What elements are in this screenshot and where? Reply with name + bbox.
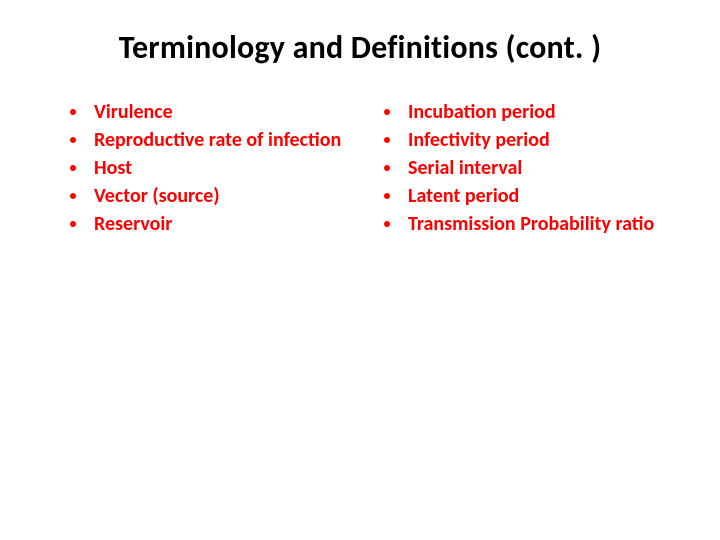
list-item-label: Reproductive rate of infection [94,127,352,153]
left-column: Virulence Reproductive rate of infection… [54,99,352,239]
bullet-icon [70,165,76,171]
list-item: Virulence [70,99,352,125]
bullet-icon [384,165,390,171]
list-item-label: Virulence [94,99,352,125]
list-item: Reproductive rate of infection [70,127,352,153]
list-item: Vector (source) [70,183,352,209]
slide-title: Terminology and Definitions (cont. ) [54,28,666,67]
list-item-label: Serial interval [408,155,666,181]
list-item-label: Latent period [408,183,666,209]
list-item-label: Vector (source) [94,183,352,209]
left-list: Virulence Reproductive rate of infection… [70,99,352,237]
list-item-label: Incubation period [408,99,666,125]
bullet-icon [384,137,390,143]
bullet-icon [70,221,76,227]
list-item: Reservoir [70,211,352,237]
bullet-icon [384,193,390,199]
bullet-icon [384,109,390,115]
bullet-icon [384,221,390,227]
bullet-icon [70,109,76,115]
list-item: Incubation period [384,99,666,125]
list-item-label: Reservoir [94,211,352,237]
list-item: Latent period [384,183,666,209]
list-item: Serial interval [384,155,666,181]
right-column: Incubation period Infectivity period Ser… [362,99,666,239]
bullet-icon [70,137,76,143]
list-item-label: Host [94,155,352,181]
bullet-icon [70,193,76,199]
list-item: Infectivity period [384,127,666,153]
list-item: Transmission Probability ratio [384,211,666,237]
columns-container: Virulence Reproductive rate of infection… [54,99,666,239]
list-item-label: Infectivity period [408,127,666,153]
slide-container: Terminology and Definitions (cont. ) Vir… [0,0,720,540]
list-item-label: Transmission Probability ratio [408,211,666,237]
right-list: Incubation period Infectivity period Ser… [384,99,666,237]
list-item: Host [70,155,352,181]
